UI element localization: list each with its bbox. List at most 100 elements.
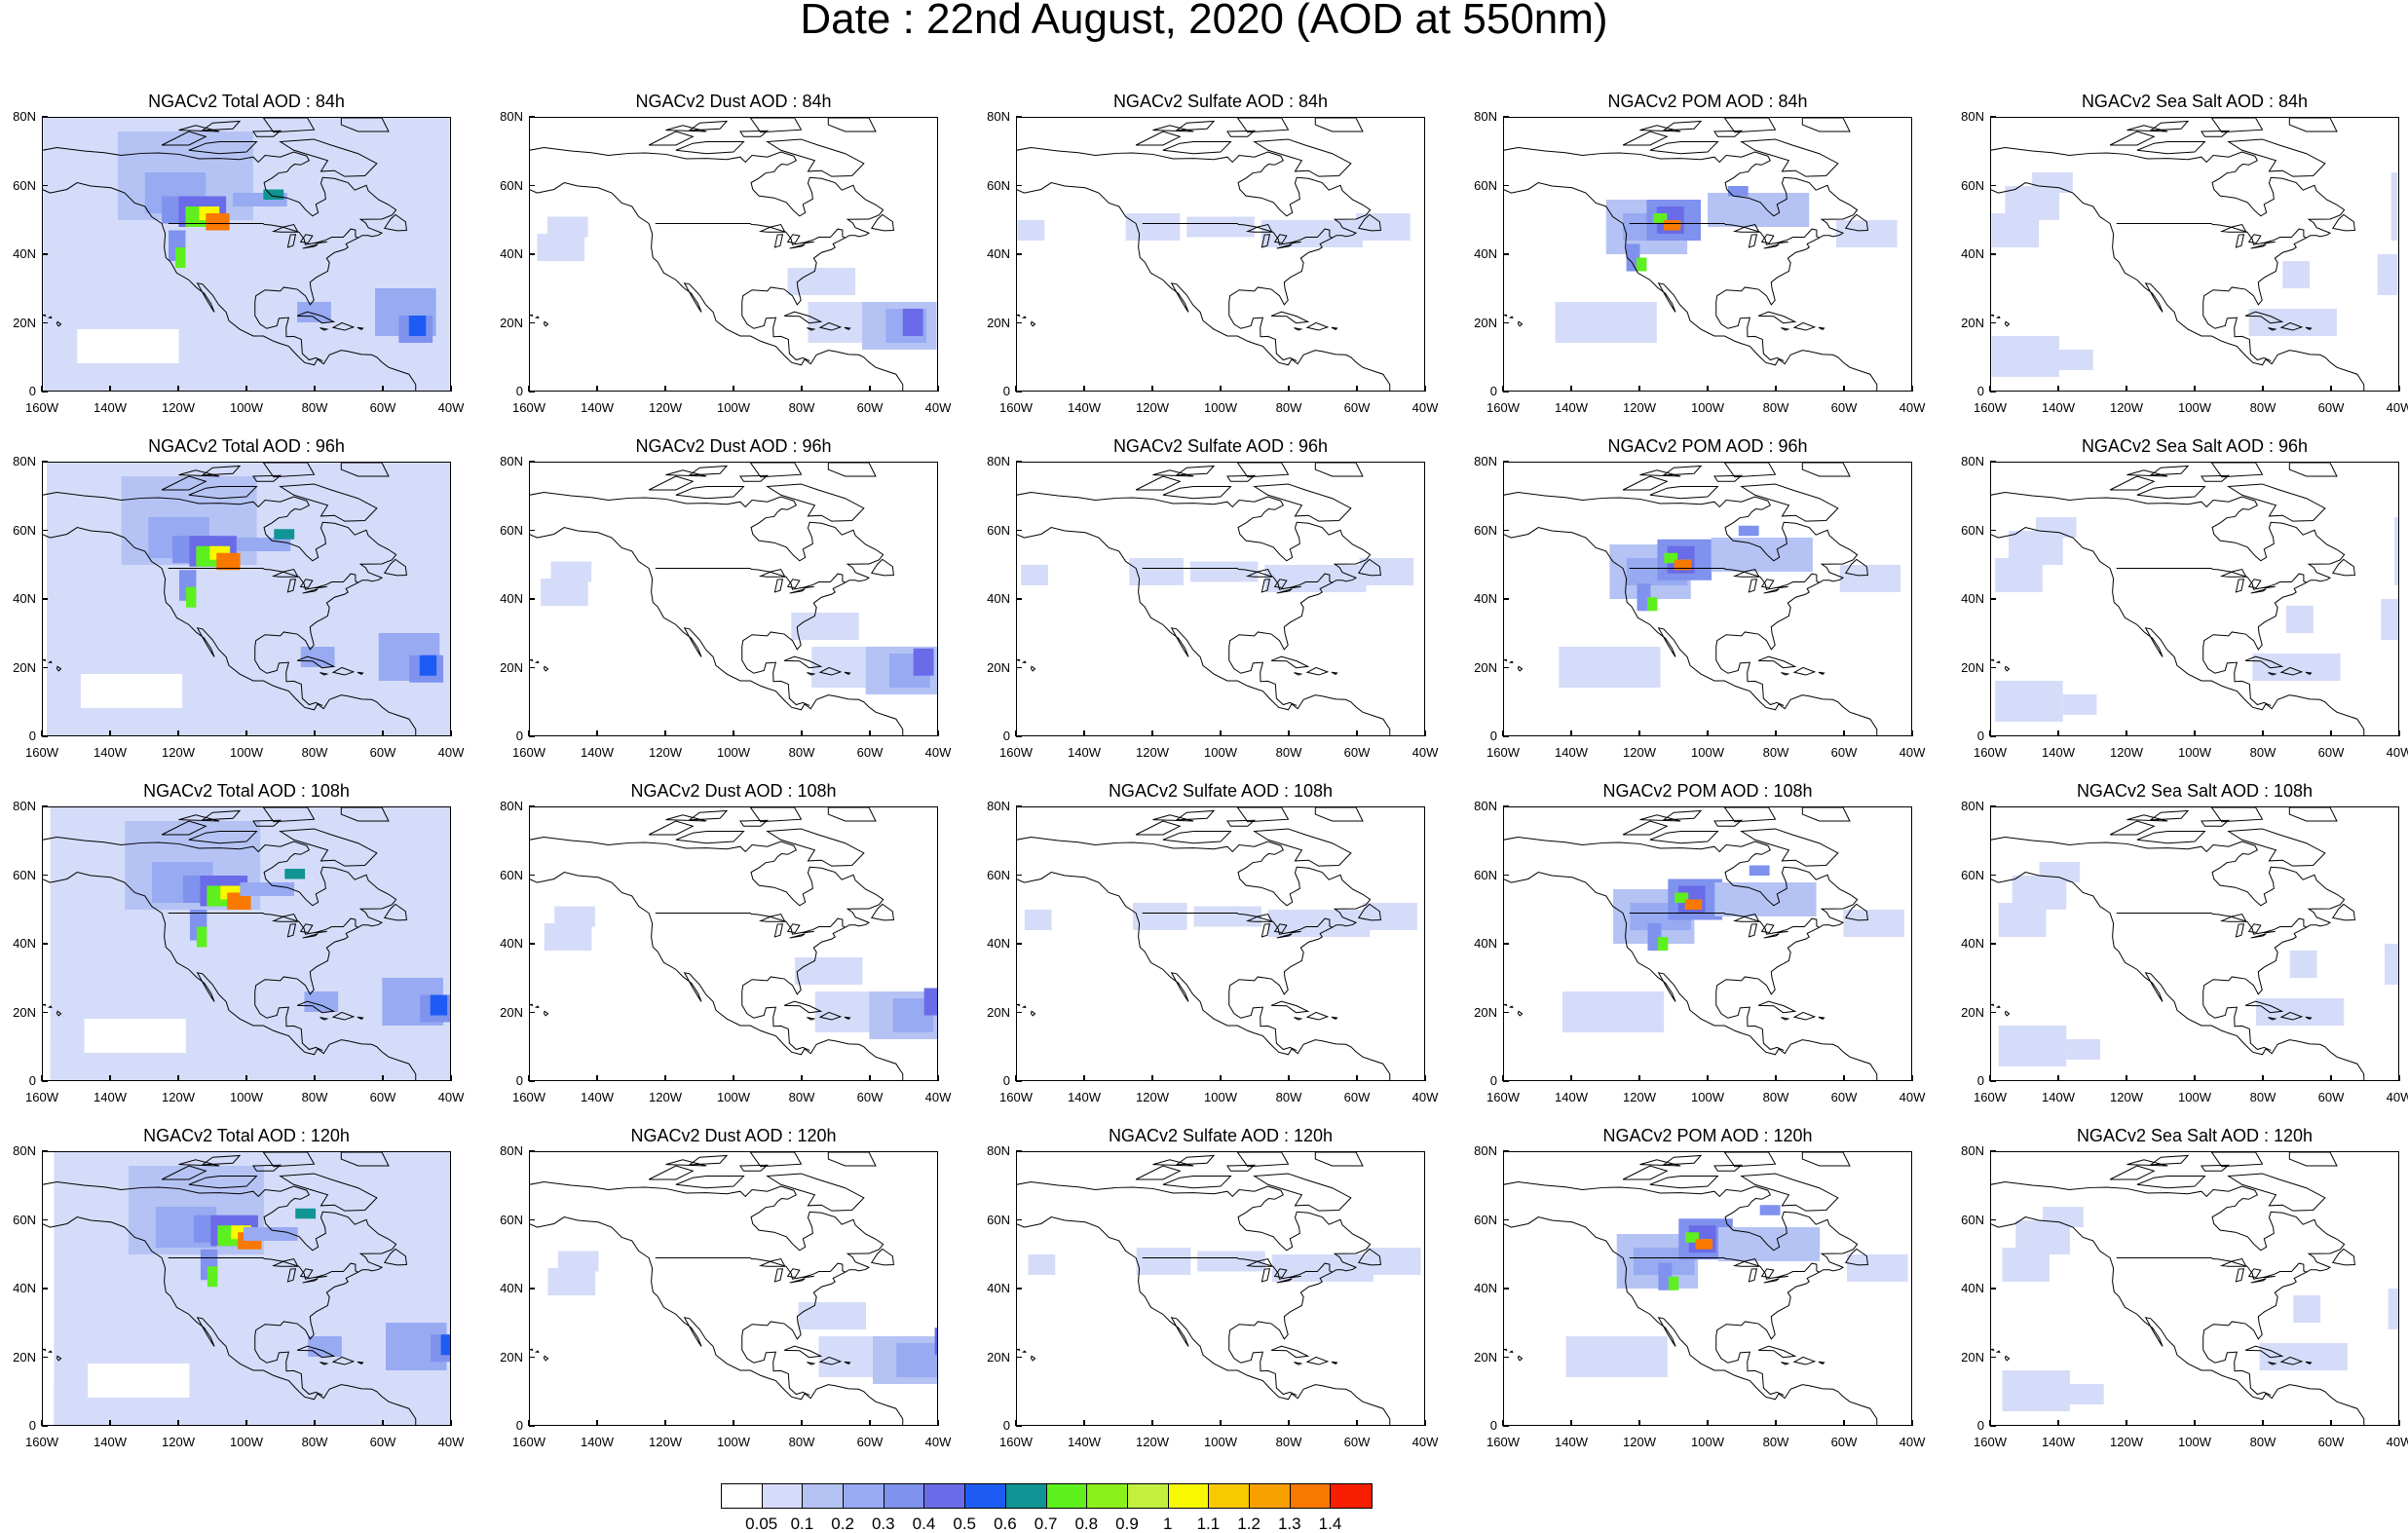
island-outline [2211,118,2262,132]
x-tick-label: 40W [2375,746,2408,760]
x-tick-mark [528,386,530,392]
colorbar-box [1047,1484,1088,1508]
x-tick-mark [2057,1075,2059,1081]
island-outline [676,1177,744,1188]
x-tick-mark [2398,1075,2400,1081]
island-outline [1332,327,1337,329]
map-panel-dust [529,806,938,1081]
x-tick-label: 100W [1196,1091,1245,1104]
y-tick-label: 0 [977,729,1010,743]
y-tick-label: 40N [3,1282,36,1295]
coastline [1017,1181,1371,1395]
coastline [1017,1200,1390,1425]
lake-outline [1749,1269,1756,1282]
island-outline [1152,126,1193,131]
lake-outline [802,586,814,587]
x-tick-label: 80W [777,401,826,415]
island-outline [1163,487,1231,499]
panel-title: NGACv2 Dust AOD : 108h [529,781,938,801]
y-tick-mark [42,1219,48,1221]
y-tick-mark [1503,667,1509,669]
island-outline [544,321,547,326]
y-tick-mark [529,735,535,737]
island-outline [1802,1152,1850,1166]
colorbar-box [924,1484,965,1508]
x-tick-mark [1356,1420,1358,1426]
y-tick-mark [1990,1080,1996,1082]
aod-cell [1017,220,1044,241]
x-tick-mark [177,1420,179,1426]
y-tick-mark [42,530,48,532]
y-tick-label: 40N [977,937,1010,951]
y-tick-label: 20N [490,317,523,330]
x-tick-mark [596,1420,598,1426]
x-tick-label: 120W [1615,1436,1664,1449]
island-outline [1518,321,1522,326]
country-border [2117,1258,2307,1280]
aod-cell [914,649,934,676]
x-tick-mark [1083,1075,1085,1081]
x-tick-mark [2262,1420,2264,1426]
panel-title: NGACv2 Sea Salt AOD : 108h [1990,781,2399,801]
x-tick-mark [1288,730,1290,736]
x-tick-mark [733,386,734,392]
y-tick-mark [1990,185,1996,187]
map-panel-pom [1503,462,1912,736]
aod-cell [554,907,595,927]
island-outline [750,118,801,132]
island-outline [1781,673,1787,675]
x-tick-label: 40W [1401,401,1449,415]
x-tick-label: 160W [505,1436,553,1449]
y-tick-label: 40N [1951,247,1984,261]
aod-cell [284,869,305,879]
x-tick-mark [664,730,666,736]
island-outline [1017,659,1020,660]
x-tick-mark [1356,386,1358,392]
x-tick-label: 120W [2102,401,2151,415]
aod-cell [799,1302,867,1329]
y-tick-mark [1016,1150,1022,1152]
y-tick-label: 80N [3,455,36,468]
y-tick-label: 40N [977,592,1010,606]
island-outline [2110,476,2154,490]
lake-outline [1764,1279,1780,1283]
x-tick-label: 140W [573,1436,621,1449]
x-tick-label: 140W [2034,1091,2083,1104]
x-tick-label: 80W [2239,401,2287,415]
y-tick-label: 60N [1464,524,1497,538]
aod-cell [420,655,436,676]
aod-cell [2039,862,2080,882]
y-tick-mark [1990,943,1996,945]
aod-cell [547,217,588,238]
x-tick-label: 100W [709,746,758,760]
x-tick-label: 100W [1196,401,1245,415]
x-tick-mark [2262,730,2264,736]
x-tick-mark [1502,1075,1504,1081]
y-tick-mark [1016,253,1022,255]
x-tick-mark [41,730,43,736]
x-tick-mark [1424,730,1426,736]
aod-cell [924,989,937,1016]
x-tick-label: 160W [992,401,1040,415]
x-tick-mark [1083,730,1085,736]
y-tick-mark [1503,943,1509,945]
y-tick-mark [1503,1012,1509,1014]
aod-cell [1137,1248,1191,1275]
x-tick-mark [1502,386,1504,392]
aod-cell [2389,1289,2398,1329]
x-tick-mark [1288,1420,1290,1426]
lake-outline [1762,235,1774,243]
y-tick-mark [1016,322,1022,324]
map-panel-total [42,806,451,1081]
x-tick-label: 160W [1966,1436,2014,1449]
x-tick-label: 40W [2375,401,2408,415]
x-tick-label: 80W [1751,401,1800,415]
island-outline [2211,1152,2262,1167]
island-outline [1819,672,1825,674]
country-border [656,1258,846,1280]
x-tick-label: 40W [427,1436,475,1449]
aod-cell [77,329,178,363]
country-border [2117,914,2307,935]
island-outline [1742,484,1838,521]
y-tick-mark [1990,322,1996,324]
